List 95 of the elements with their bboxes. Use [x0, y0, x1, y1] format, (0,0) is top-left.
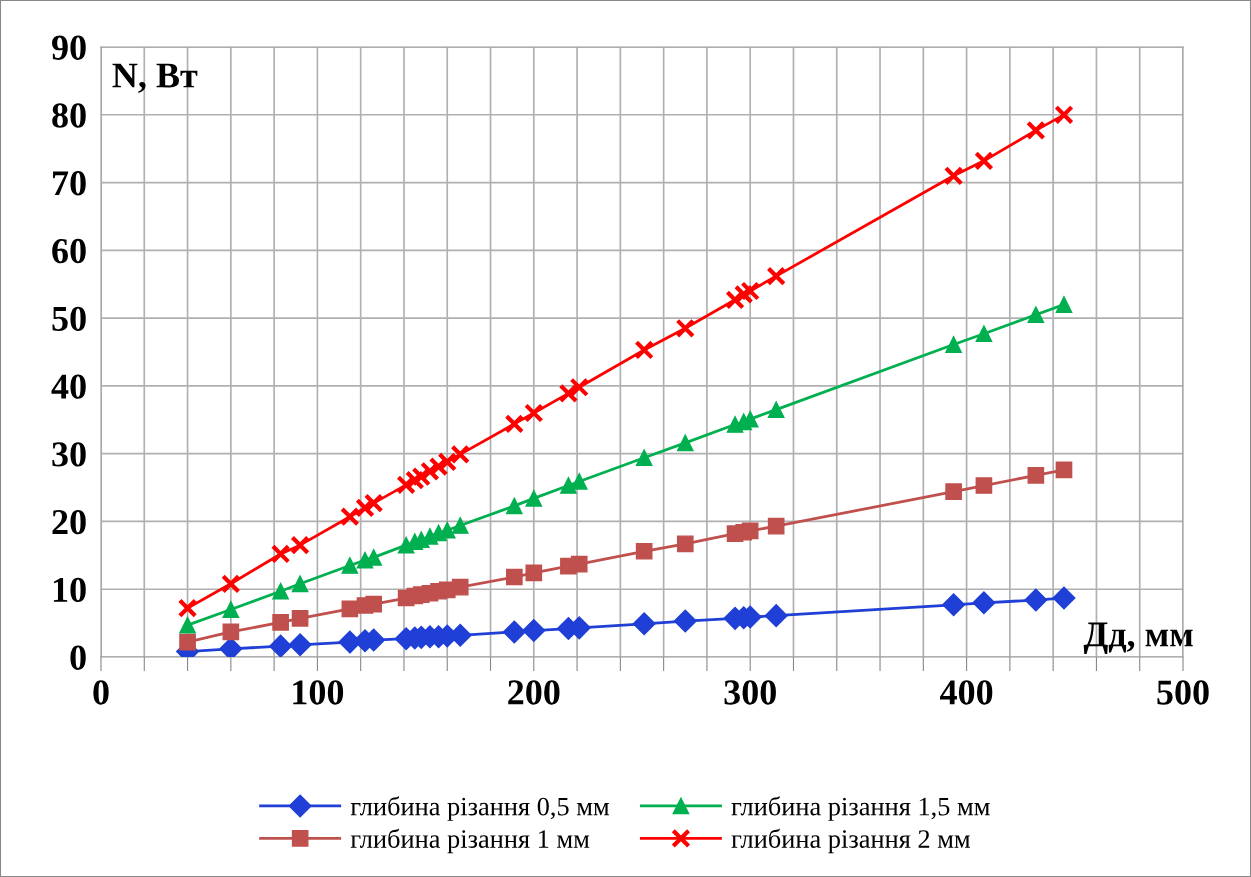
- point: [1055, 296, 1073, 313]
- point: [632, 612, 656, 636]
- point: [1055, 461, 1073, 479]
- point: [451, 517, 469, 534]
- point: [635, 542, 653, 560]
- point: [764, 604, 788, 628]
- y-tick-label: 40: [51, 374, 86, 399]
- point: [288, 633, 312, 657]
- point: [179, 633, 196, 651]
- point: [676, 434, 694, 452]
- point: [405, 470, 425, 490]
- point: [675, 318, 696, 339]
- legend-label: глибина різання 2 мм: [731, 828, 971, 854]
- point: [222, 601, 240, 618]
- x-tick-label: 0: [93, 680, 109, 705]
- point: [355, 498, 375, 518]
- y-tick-label: 50: [52, 306, 86, 331]
- point: [522, 619, 546, 643]
- point: [451, 578, 469, 596]
- point: [673, 609, 697, 633]
- point: [525, 564, 543, 582]
- point: [1026, 120, 1046, 141]
- x-tick-label: 400: [940, 680, 993, 705]
- point: [504, 414, 525, 434]
- point: [766, 266, 786, 286]
- point: [741, 522, 759, 540]
- x-tick-label: 200: [508, 680, 560, 705]
- point: [560, 477, 577, 494]
- point: [505, 497, 523, 515]
- point: [272, 582, 289, 600]
- x-tick-label: 500: [1157, 680, 1209, 705]
- legend-label: глибина різання 0,5 мм: [350, 796, 610, 821]
- point: [767, 517, 785, 535]
- point: [767, 401, 785, 418]
- point: [725, 290, 745, 310]
- y-tick-label: 60: [52, 238, 86, 264]
- point: [269, 634, 293, 657]
- y-tick-label: 0: [70, 645, 86, 670]
- point: [945, 336, 962, 353]
- point: [221, 574, 241, 594]
- point: [740, 281, 760, 301]
- x-axis-title: Дд, мм: [1083, 622, 1193, 654]
- point: [972, 591, 996, 615]
- point: [975, 325, 993, 343]
- point: [290, 535, 310, 555]
- y-tick-label: 10: [53, 577, 86, 603]
- point: [524, 403, 544, 423]
- point: [363, 493, 384, 513]
- point: [270, 544, 291, 564]
- point: [291, 610, 309, 627]
- point: [365, 595, 382, 613]
- point: [411, 466, 431, 487]
- point: [974, 151, 994, 171]
- point: [569, 377, 589, 397]
- y-tick-label: 20: [52, 509, 86, 535]
- point: [733, 284, 754, 305]
- point: [222, 623, 240, 641]
- point: [525, 490, 543, 507]
- point: [945, 483, 962, 500]
- point: [676, 535, 694, 553]
- point: [570, 555, 588, 573]
- point: [635, 449, 653, 467]
- point: [1027, 467, 1045, 484]
- point: [341, 557, 359, 574]
- point: [437, 452, 457, 472]
- point: [179, 616, 196, 634]
- y-tick-label: 30: [52, 442, 86, 467]
- legend-label: глибина різання 1 мм: [350, 828, 590, 854]
- point: [558, 383, 579, 404]
- point: [450, 444, 470, 465]
- point: [1052, 586, 1076, 610]
- y-tick-label: 80: [52, 103, 86, 128]
- point: [219, 637, 243, 657]
- y-axis-title: N, Вт: [112, 63, 198, 93]
- legend-label: глибина різання 1,5 мм: [731, 796, 990, 821]
- point: [272, 614, 289, 631]
- x-tick-label: 300: [724, 680, 776, 705]
- point: [634, 340, 654, 360]
- point: [428, 456, 449, 477]
- x-tick-label: 100: [293, 680, 344, 705]
- point: [1027, 306, 1045, 324]
- point: [942, 593, 966, 617]
- y-tick-label: 90: [51, 35, 86, 60]
- point: [396, 475, 416, 495]
- y-tick-label: 70: [53, 171, 86, 196]
- point: [975, 477, 993, 494]
- point: [340, 506, 360, 527]
- point: [420, 461, 440, 482]
- point: [177, 598, 198, 618]
- point: [505, 568, 523, 586]
- point: [291, 575, 309, 593]
- point: [943, 166, 964, 186]
- point: [1024, 588, 1048, 612]
- point: [1054, 105, 1074, 125]
- point: [502, 620, 526, 644]
